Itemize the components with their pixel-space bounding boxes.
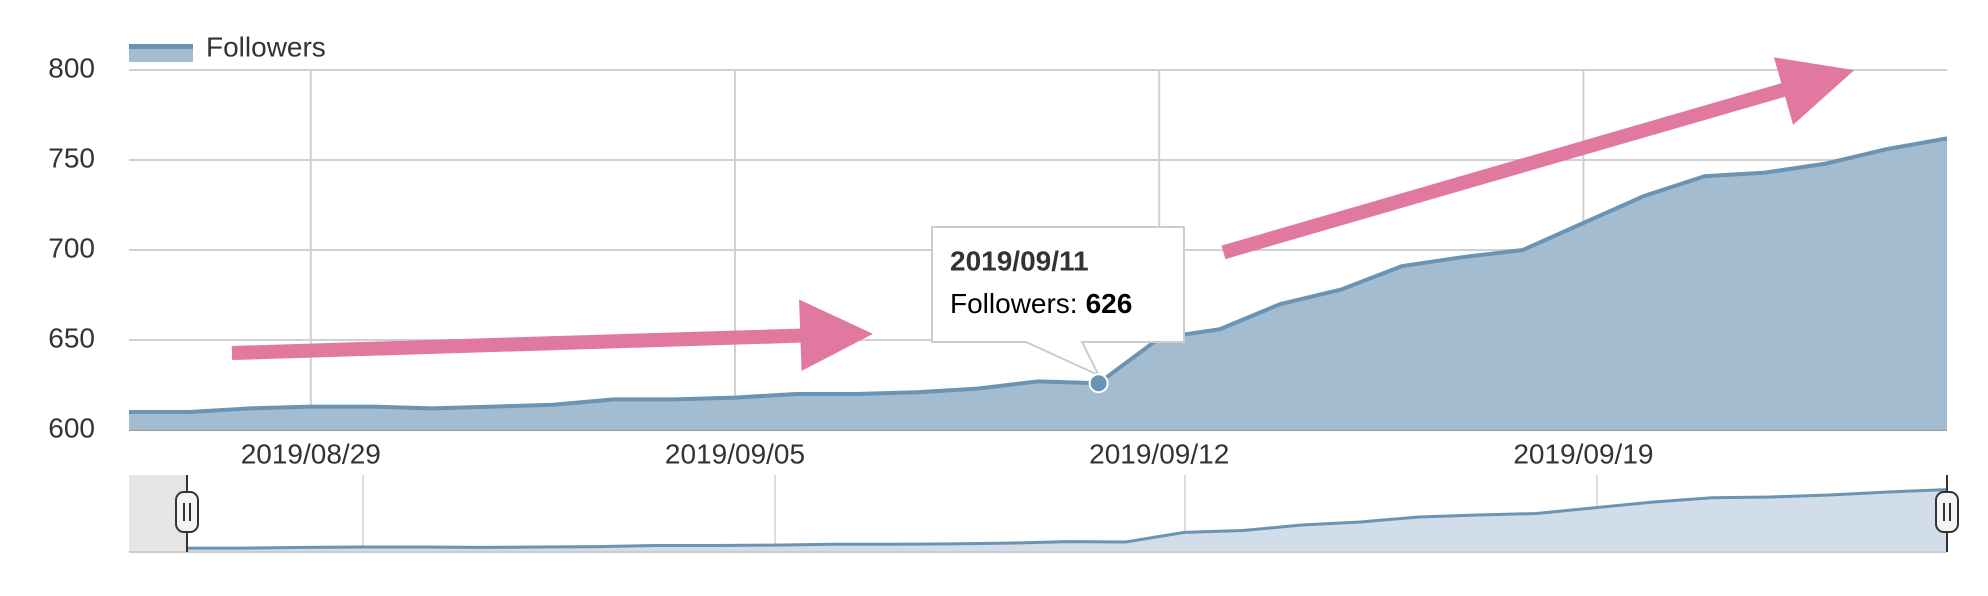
arrow-shaft <box>1221 77 1806 260</box>
area <box>129 138 1947 430</box>
y-tick-label: 750 <box>48 142 95 173</box>
x-tick-label: 2019/09/05 <box>665 438 805 469</box>
navigator-area <box>187 489 1947 552</box>
y-tick-label: 700 <box>48 232 95 263</box>
arrow-shaft <box>231 328 816 361</box>
line <box>129 136 1948 414</box>
arrow-head <box>1773 57 1855 125</box>
navigator-handle[interactable] <box>175 491 199 533</box>
x-tick-label: 2019/09/12 <box>1089 438 1229 469</box>
legend-swatch-line <box>129 44 193 49</box>
navigator-line <box>187 488 1948 550</box>
tooltip: 2019/09/11 Followers: 626 <box>931 226 1185 394</box>
plot: Followers <box>129 31 1948 430</box>
tooltip-box <box>931 226 1185 378</box>
y-tick-label: 800 <box>48 52 95 83</box>
grid: 600 650 700 750 800 2019/08/29 2019/09/05 2019/… <box>48 52 1947 469</box>
point <box>1088 373 1109 394</box>
arrow-head <box>799 299 873 371</box>
x-tick-label: 2019/08/29 <box>241 438 381 469</box>
tooltip-value: 626 <box>1086 288 1133 319</box>
y-tick-label: 650 <box>48 322 95 353</box>
navigator <box>129 475 1959 553</box>
y-tick-label: 600 <box>48 412 95 443</box>
tooltip-title: 2019/09/11 <box>950 245 1089 276</box>
annotations <box>231 57 1855 371</box>
navigator-handle[interactable] <box>1935 491 1959 533</box>
x-tick-label: 2019/09/19 <box>1513 438 1653 469</box>
tooltip-body: Followers: 626 <box>950 288 1132 319</box>
tooltip-label: Followers: <box>950 288 1078 319</box>
legend-label: Followers <box>206 31 326 62</box>
